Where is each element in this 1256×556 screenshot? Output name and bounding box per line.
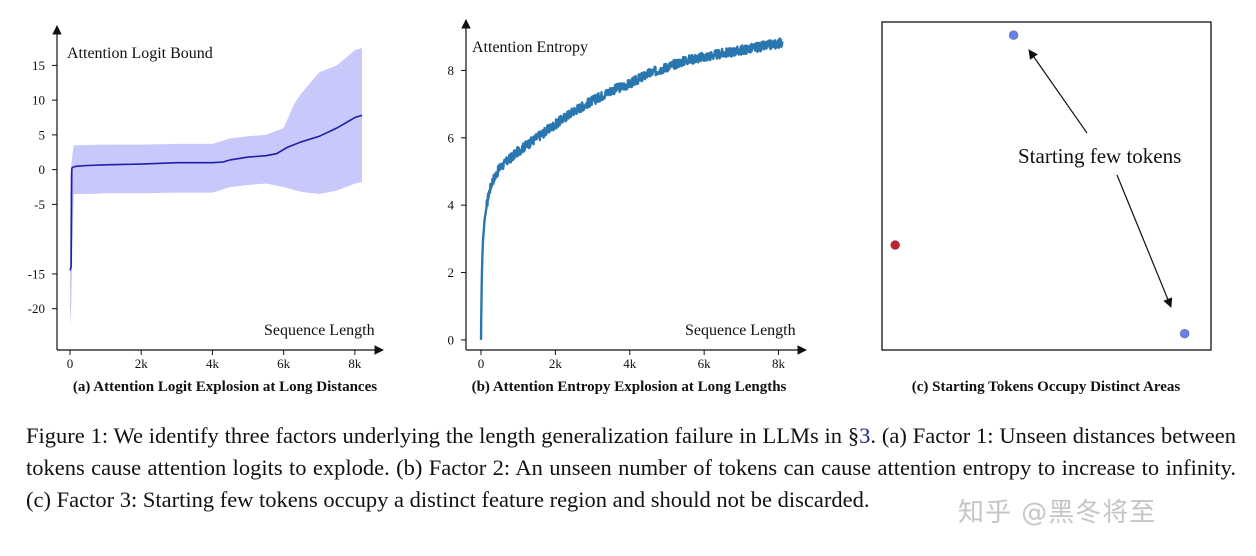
b-ytick-label: 4 xyxy=(448,198,455,213)
a-ytick-label: 10 xyxy=(32,93,45,108)
y-label-a: Attention Logit Bound xyxy=(67,45,213,62)
b-xtick-label: 4k xyxy=(623,356,637,371)
starting-tokens-point xyxy=(1179,328,1190,339)
b-ytick-label: 8 xyxy=(448,63,455,78)
a-xtick-label: 8k xyxy=(348,356,362,371)
starting-tokens-point xyxy=(1008,30,1019,41)
x-label-a: Sequence Length xyxy=(264,322,375,339)
entropy-line xyxy=(479,37,784,340)
logit-bound-line xyxy=(69,114,363,271)
caption-rest: . (a) Factor 1: Unseen distances between… xyxy=(26,423,1236,512)
a-ytick-label: -5 xyxy=(34,197,45,212)
figure-caption: Figure 1: We identify three factors unde… xyxy=(26,420,1236,516)
scatter-frame xyxy=(881,21,1212,351)
subcaption-b: (b) Attention Entropy Explosion at Long … xyxy=(472,379,787,395)
x-label-b: Sequence Length xyxy=(685,322,796,339)
section-ref-link[interactable]: 3 xyxy=(859,423,871,448)
logit-bound-band xyxy=(70,48,362,326)
a-ytick-label: -15 xyxy=(28,266,45,281)
b-xtick-label: 8k xyxy=(772,356,786,371)
figure-1: 0 2k 4k 6k 8k 15 10 5 0 -5 -15 -20 Attention Logit … xyxy=(28,19,1212,395)
a-ytick-label: 0 xyxy=(39,162,46,177)
a-xtick-label: 6k xyxy=(277,356,291,371)
a-xtick-label: 0 xyxy=(67,356,74,371)
annotation-text: Starting few tokens xyxy=(1018,144,1181,168)
a-ytick-label: 5 xyxy=(39,127,46,142)
panel-b: 0 2k 4k 6k 8k 0 2 4 6 8 Attention Entropy Sequenc… xyxy=(448,19,807,395)
annotation-arrow-bottom xyxy=(1116,174,1173,308)
a-ytick-label: -20 xyxy=(28,301,45,316)
y-label-b: Attention Entropy xyxy=(472,39,588,56)
a-xtick-label: 4k xyxy=(206,356,220,371)
watermark: 知乎 @黑冬将至 xyxy=(958,498,1157,528)
subcaption-a: (a) Attention Logit Explosion at Long Di… xyxy=(73,379,377,395)
caption-lead: Figure 1: We identify three factors unde… xyxy=(26,423,860,448)
a-xtick-label: 2k xyxy=(135,356,149,371)
b-xtick-label: 0 xyxy=(478,356,485,371)
other-token-point xyxy=(890,240,901,250)
subcaption-c: (c) Starting Tokens Occupy Distinct Area… xyxy=(912,379,1181,395)
b-xtick-label: 6k xyxy=(698,356,712,371)
b-ytick-label: 0 xyxy=(448,332,455,347)
b-ytick-label: 2 xyxy=(448,265,455,280)
b-ytick-label: 6 xyxy=(448,130,455,145)
panel-c: Starting few tokens (c) Starting Tokens … xyxy=(881,21,1212,395)
panel-a: 0 2k 4k 6k 8k 15 10 5 0 -5 -15 -20 Attention Logit … xyxy=(28,25,384,395)
b-xtick-label: 2k xyxy=(549,356,563,371)
a-ytick-label: 15 xyxy=(32,58,45,73)
annotation-arrow-top xyxy=(1028,49,1088,134)
